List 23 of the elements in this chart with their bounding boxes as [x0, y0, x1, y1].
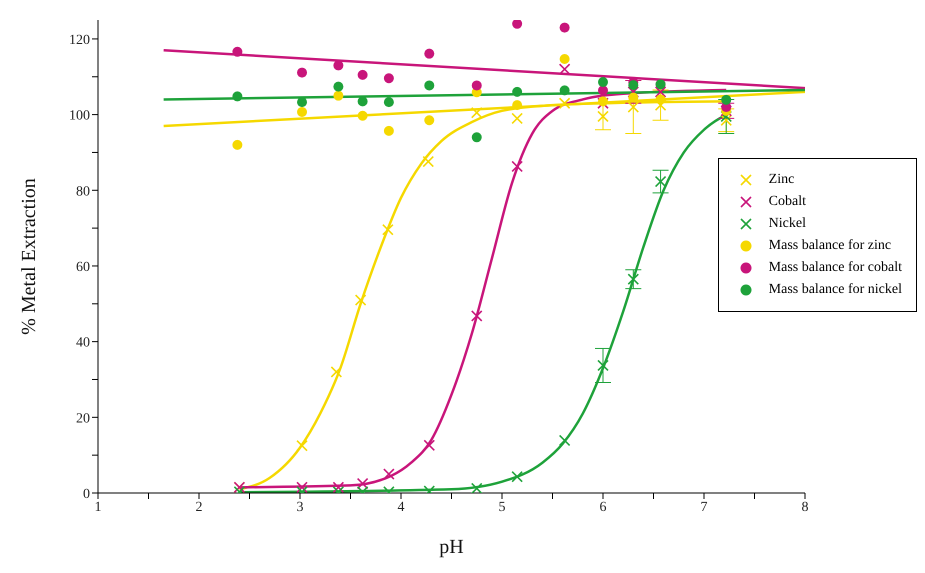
x-tick-label: 1 [94, 500, 102, 515]
y-tick-label: 60 [76, 260, 90, 275]
x-tick-label: 4 [398, 500, 404, 515]
legend-label: Zinc [768, 171, 794, 189]
x-tick-label: 7 [700, 500, 708, 515]
legend-label: Mass balance for cobalt [768, 259, 902, 277]
legend-label: Nickel [768, 215, 806, 233]
y-tick-label: 40 [76, 336, 90, 351]
y-axis-title: % Metal Extraction [18, 178, 40, 335]
y-tick-label: 80 [76, 184, 90, 200]
legend-label: Mass balance for zinc [768, 237, 892, 255]
legend-label: Cobalt [768, 193, 806, 211]
x-axis-title: pH [439, 536, 464, 558]
x-tick-label: 3 [296, 500, 304, 515]
y-tick-label: 0 [83, 486, 90, 502]
x-tick-label: 2 [196, 500, 202, 515]
y-tick-label: 100 [69, 108, 90, 124]
y-tick-label: 20 [76, 411, 90, 426]
x-tick-label: 5 [498, 500, 506, 515]
legend-label: Mass balance for nickel [768, 281, 902, 299]
x-tick-label: 8 [802, 500, 808, 515]
x-tick-label: 6 [600, 500, 606, 515]
y-tick-label: 120 [69, 32, 90, 48]
